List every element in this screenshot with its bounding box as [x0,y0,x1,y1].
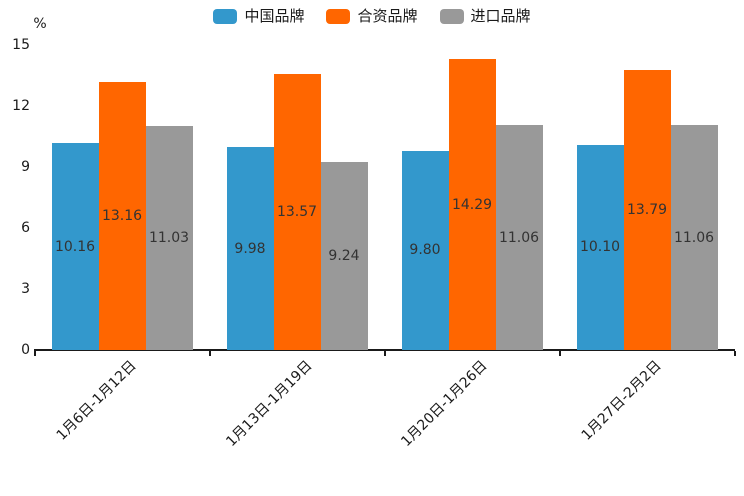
bar-value-label: 9.80 [409,242,441,259]
bar-value-label: 13.57 [276,204,318,221]
x-axis-tick-mark [733,351,736,356]
bar-合资品牌-2 [273,74,321,350]
bar-中国品牌-4 [576,144,624,350]
bar-进口品牌-1 [145,125,193,350]
x-axis-tick-label: 1月6日-1月12日 [54,357,141,444]
bar-进口品牌-4 [670,125,718,350]
x-axis-line [34,349,735,351]
x-axis-tick-label: 1月13日-1月19日 [222,357,316,450]
bar-value-label: 10.16 [54,238,96,255]
x-axis-tick-label: 1月27日-2月2日 [579,357,666,444]
bar-中国品牌-3 [401,150,449,350]
bar-合资品牌-4 [623,69,671,350]
legend-label: 中国品牌 [244,7,305,25]
y-axis-tick-label: 3 [21,281,30,297]
bar-进口品牌-3 [495,125,543,350]
x-axis-tick-mark [383,351,386,356]
y-axis-unit-label: % [33,16,47,32]
legend: 中国品牌 合资品牌 进口品牌 [0,7,744,25]
bar-合资品牌-3 [448,59,496,350]
legend-label: 进口品牌 [470,7,531,25]
y-axis-tick-label: 0 [21,342,30,358]
bar-value-label: 11.03 [148,229,190,246]
bar-value-label: 13.79 [626,201,668,218]
bar-value-label: 11.06 [673,229,715,246]
legend-swatch-icon [439,8,464,24]
x-axis-tick-label: 1月20日-1月26日 [397,357,491,450]
legend-swatch-icon [213,8,238,24]
x-axis-tick-mark [208,351,211,356]
legend-label: 合资品牌 [357,7,418,25]
legend-swatch-icon [326,8,351,24]
bar-value-label: 11.06 [498,229,540,246]
legend-item-1[interactable]: 中国品牌 [213,7,304,25]
legend-item-3[interactable]: 进口品牌 [439,7,531,25]
y-axis-tick-label: 15 [12,37,30,53]
x-axis-tick-mark [558,351,561,356]
bar-value-label: 10.10 [579,239,621,256]
bar-value-label: 9.24 [328,248,360,265]
x-axis-tick-mark [33,351,36,356]
bar-value-label: 13.16 [101,208,143,225]
bar-value-label: 9.98 [234,240,266,257]
bar-进口品牌-2 [320,162,368,350]
y-axis-tick-label: 9 [21,159,30,175]
bar-合资品牌-1 [98,82,146,350]
bar-中国品牌-1 [51,143,99,350]
y-axis-tick-label: 6 [21,220,30,236]
legend-item-2[interactable]: 合资品牌 [326,7,418,25]
bar-value-label: 14.29 [451,196,493,213]
y-axis-tick-label: 12 [12,98,30,114]
bar-中国品牌-2 [226,147,274,350]
